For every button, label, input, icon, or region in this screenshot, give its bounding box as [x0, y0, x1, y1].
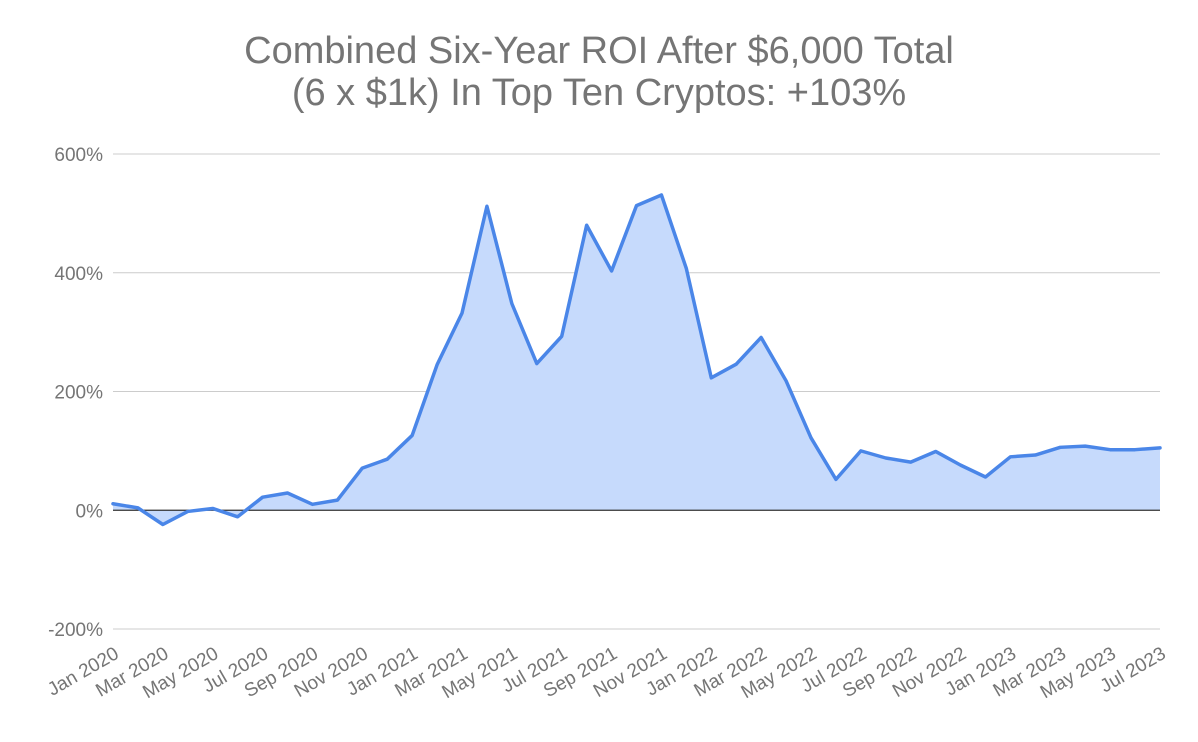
- data-point: [186, 509, 190, 513]
- data-point: [535, 362, 539, 366]
- data-point: [460, 311, 464, 315]
- data-point: [1033, 453, 1037, 457]
- data-point: [809, 436, 813, 440]
- data-point: [410, 433, 414, 437]
- data-point: [884, 456, 888, 460]
- data-point: [310, 502, 314, 506]
- data-point: [261, 495, 265, 499]
- data-point: [585, 223, 589, 227]
- data-point: [934, 449, 938, 453]
- data-point: [161, 523, 165, 527]
- data-point: [111, 502, 115, 506]
- data-point: [709, 376, 713, 380]
- data-point: [759, 335, 763, 339]
- data-point: [834, 477, 838, 481]
- data-point: [1058, 445, 1062, 449]
- data-point: [959, 463, 963, 467]
- y-tick-label: 0%: [76, 501, 104, 522]
- chart-title-line-2: (6 x $1k) In Top Ten Cryptos: +103%: [291, 72, 907, 114]
- data-point: [360, 466, 364, 470]
- data-point: [1008, 455, 1012, 459]
- data-point: [610, 269, 614, 273]
- data-point: [859, 449, 863, 453]
- data-point: [1158, 446, 1162, 450]
- data-point: [1133, 448, 1137, 452]
- data-point: [659, 193, 663, 197]
- series-area-layer: [111, 193, 1162, 527]
- data-point: [136, 506, 140, 510]
- data-point: [335, 498, 339, 502]
- data-point: [984, 475, 988, 479]
- series-area-fill: [113, 194, 1160, 525]
- data-point: [236, 515, 240, 519]
- data-point: [560, 334, 564, 338]
- data-point: [510, 302, 514, 306]
- chart-title-line-1: Combined Six-Year ROI After $6,000 Total: [244, 30, 954, 72]
- data-point: [385, 457, 389, 461]
- y-tick-label: 200%: [54, 383, 103, 404]
- data-point: [1083, 444, 1087, 448]
- data-point: [909, 460, 913, 464]
- data-point: [1108, 448, 1112, 452]
- data-point: [286, 491, 290, 495]
- y-tick-label: 400%: [54, 264, 103, 285]
- y-tick-label: 600%: [54, 145, 103, 166]
- chart-title: Combined Six-Year ROI After $6,000 Total…: [0, 30, 1198, 114]
- data-point: [784, 379, 788, 383]
- data-point: [684, 267, 688, 271]
- y-axis-tick-labels: -200% 0% 200% 400% 600%: [48, 145, 103, 641]
- data-point: [435, 363, 439, 367]
- series-line: [111, 193, 1162, 527]
- y-tick-label: -200%: [48, 620, 103, 641]
- data-point: [485, 204, 489, 208]
- data-point: [734, 362, 738, 366]
- data-point: [211, 506, 215, 510]
- data-point: [635, 204, 639, 208]
